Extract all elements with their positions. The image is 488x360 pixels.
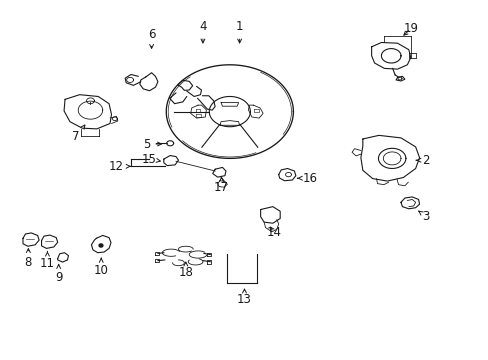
Text: 4: 4	[199, 21, 206, 43]
Text: 3: 3	[418, 210, 428, 222]
Text: 8: 8	[24, 249, 32, 269]
Text: 7: 7	[72, 125, 85, 143]
Text: 1: 1	[235, 21, 243, 43]
Text: 17: 17	[214, 177, 228, 194]
Text: 18: 18	[178, 262, 193, 279]
Text: 5: 5	[142, 138, 161, 150]
Text: 13: 13	[237, 289, 251, 306]
Text: 10: 10	[94, 258, 108, 277]
Text: 9: 9	[55, 265, 62, 284]
Text: 19: 19	[403, 22, 417, 35]
Text: 11: 11	[40, 251, 55, 270]
Text: 16: 16	[297, 172, 317, 185]
Text: 2: 2	[415, 154, 428, 167]
Text: 12: 12	[109, 160, 130, 173]
Text: 6: 6	[147, 28, 155, 48]
Text: 15: 15	[142, 153, 160, 166]
Text: 14: 14	[266, 226, 281, 239]
